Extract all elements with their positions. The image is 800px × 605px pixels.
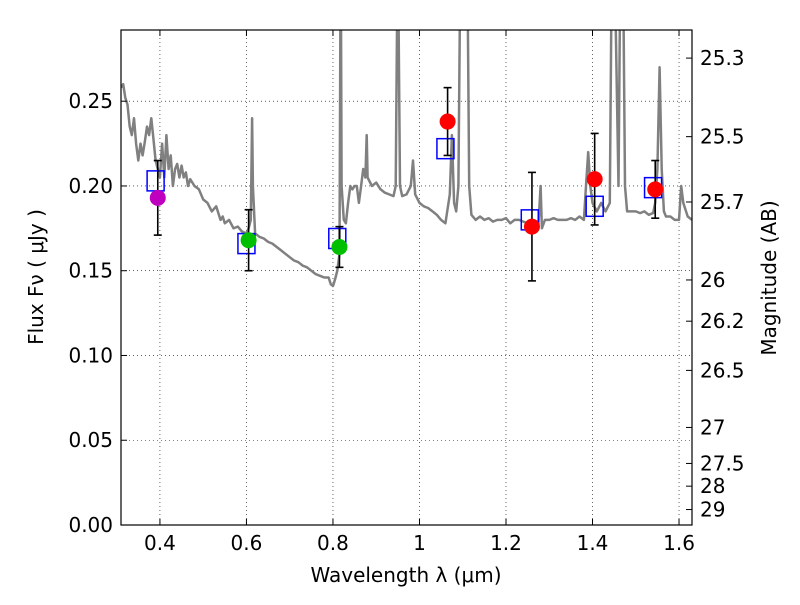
observed-point bbox=[331, 238, 348, 255]
spectrum-line bbox=[121, 30, 692, 288]
x-axis-title: Wavelength λ (μm) bbox=[310, 563, 501, 587]
y-tick-label: 0.05 bbox=[68, 428, 113, 452]
y-tick-label: 0.00 bbox=[68, 513, 113, 537]
axis-ticks: 0.4 0.6 0.8 1 1.2 1.4 1.6 0.00 0.05 0.10 0.15 0.20 0… bbox=[68, 30, 745, 555]
mag-tick-label: 25.5 bbox=[700, 125, 745, 149]
mag-tick-label: 25.3 bbox=[700, 46, 745, 70]
model-point bbox=[436, 137, 455, 160]
y-tick-label: 0.25 bbox=[68, 89, 113, 113]
mag-tick-label: 27 bbox=[700, 415, 725, 439]
x-tick-label: 0.6 bbox=[231, 531, 263, 555]
observed-point bbox=[240, 232, 257, 249]
observed-point bbox=[149, 189, 166, 206]
mag-tick-label: 29 bbox=[700, 498, 725, 522]
mag-tick-label: 25.7 bbox=[700, 190, 745, 214]
x-tick-label: 1 bbox=[413, 531, 426, 555]
observed-points bbox=[149, 113, 664, 255]
observed-point bbox=[647, 181, 664, 198]
mag-tick-label: 26.5 bbox=[700, 358, 745, 382]
observed-point bbox=[523, 218, 540, 235]
y-axis-title: Flux Fν ( μJy ) bbox=[24, 209, 48, 345]
x-tick-label: 1.6 bbox=[663, 531, 695, 555]
right-axis-title: Magnitude (AB) bbox=[757, 200, 781, 355]
x-tick-label: 0.8 bbox=[317, 531, 349, 555]
mag-tick-label: 26.2 bbox=[700, 309, 745, 333]
template-spectrum bbox=[121, 30, 692, 288]
x-tick-label: 1.2 bbox=[490, 531, 522, 555]
y-tick-label: 0.10 bbox=[68, 343, 113, 367]
plot-frame bbox=[120, 29, 693, 526]
grid-lines bbox=[121, 30, 692, 525]
mag-tick-label: 28 bbox=[700, 474, 725, 498]
observed-point bbox=[439, 113, 456, 130]
observed-point bbox=[586, 171, 603, 188]
x-tick-label: 0.4 bbox=[144, 531, 176, 555]
plot-background bbox=[121, 30, 692, 525]
x-tick-label: 1.4 bbox=[577, 531, 609, 555]
mag-tick-label: 26 bbox=[700, 268, 725, 292]
y-tick-label: 0.20 bbox=[68, 174, 113, 198]
mag-tick-label: 27.5 bbox=[700, 451, 745, 475]
y-tick-label: 0.15 bbox=[68, 259, 113, 283]
